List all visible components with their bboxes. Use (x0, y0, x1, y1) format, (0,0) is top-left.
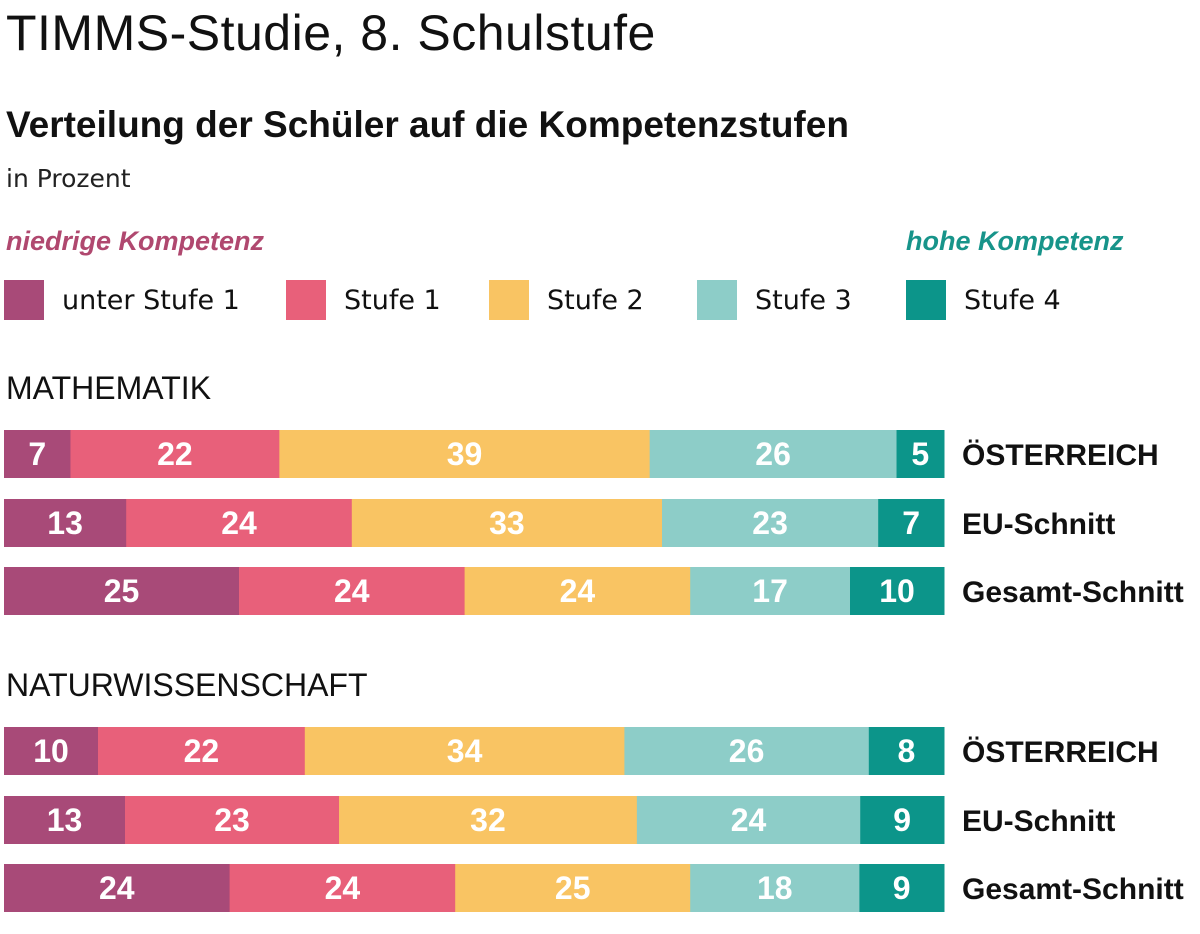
bar-segment (4, 727, 99, 775)
legend-label: Stufe 1 (344, 284, 441, 316)
data-label: 39 (447, 436, 483, 472)
data-label: 33 (489, 505, 525, 541)
bar-segment (4, 796, 126, 844)
bar-segment (4, 499, 127, 547)
data-label: 5 (911, 436, 929, 472)
data-label: 34 (447, 733, 483, 769)
bar-segment (636, 796, 861, 844)
category-label: Gesamt-Schnitt (962, 576, 1184, 609)
data-label: 24 (325, 870, 361, 906)
bar-segment (878, 499, 945, 547)
bar-segment (4, 430, 71, 478)
bar-segment (624, 727, 870, 775)
section-title-mathematik: MATHEMATIK (6, 370, 212, 406)
data-label: 9 (893, 802, 911, 838)
unit-label: in Prozent (6, 164, 131, 193)
data-label: 24 (334, 573, 370, 609)
page-title: TIMMS-Studie, 8. Schulstufe (6, 5, 656, 61)
data-label: 17 (752, 573, 788, 609)
data-label: 26 (729, 733, 765, 769)
legend-label: Stufe 2 (547, 284, 644, 316)
data-label: 13 (47, 802, 83, 838)
bar-segment (690, 567, 851, 615)
legend-label: unter Stufe 1 (62, 284, 240, 316)
legend-item-stufe-4: Stufe 4 (906, 280, 1061, 320)
legend-swatch (489, 280, 529, 320)
legend-swatch (4, 280, 44, 320)
bar-segment (279, 430, 651, 478)
data-label: 22 (184, 733, 220, 769)
data-label: 24 (99, 870, 135, 906)
category-label: ÖSTERREICH (962, 736, 1159, 769)
data-label: 10 (879, 573, 915, 609)
chart-subtitle: Verteilung der Schüler auf die Kompetenz… (6, 104, 849, 145)
bar-segment (98, 727, 306, 775)
data-label: 7 (28, 436, 46, 472)
legend-item-stufe-1: Stufe 1 (286, 280, 441, 320)
data-label: 9 (893, 870, 911, 906)
bar-segment (859, 864, 945, 912)
bar-segment (70, 430, 280, 478)
category-label: Gesamt-Schnitt (962, 873, 1184, 906)
section-title-naturwissenschaft: NATURWISSENSCHAFT (6, 667, 368, 703)
data-label: 24 (731, 802, 767, 838)
data-label: 24 (221, 505, 257, 541)
bar-segment (455, 864, 691, 912)
bar-segment (126, 499, 353, 547)
data-label: 23 (752, 505, 788, 541)
data-label: 7 (902, 505, 920, 541)
bar-segment (4, 864, 231, 912)
legend-item-stufe-2: Stufe 2 (489, 280, 644, 320)
bar-segment (690, 864, 860, 912)
bar-segment (351, 499, 663, 547)
data-label: 8 (898, 733, 916, 769)
legend-swatch (286, 280, 326, 320)
legend-low-competence-label: niedrige Kompetenz (6, 226, 265, 256)
bar-segment (339, 796, 638, 844)
data-label: 13 (47, 505, 83, 541)
data-label: 32 (470, 802, 506, 838)
legend-label: Stufe 3 (755, 284, 852, 316)
legend-item-unter-stufe-1: unter Stufe 1 (4, 280, 240, 320)
category-label: EU-Schnitt (962, 508, 1115, 541)
data-label: 26 (755, 436, 791, 472)
category-label: EU-Schnitt (962, 805, 1115, 838)
data-label: 25 (555, 870, 591, 906)
legend-label: Stufe 4 (964, 284, 1061, 316)
data-label: 23 (214, 802, 250, 838)
data-label: 25 (104, 573, 140, 609)
legend-swatch (906, 280, 946, 320)
bar-segment (868, 727, 945, 775)
bar-segment (662, 499, 879, 547)
bar-segment (239, 567, 466, 615)
bar-segment (860, 796, 945, 844)
category-label: ÖSTERREICH (962, 439, 1159, 472)
data-label: 24 (560, 573, 596, 609)
bar-segment (304, 727, 625, 775)
bar-segment (464, 567, 691, 615)
data-label: 22 (157, 436, 193, 472)
legend-high-competence-label: hohe Kompetenz (906, 226, 1124, 256)
bar-segment (896, 430, 945, 478)
data-label: 18 (757, 870, 793, 906)
data-label: 10 (33, 733, 69, 769)
legend-swatch (697, 280, 737, 320)
bar-segment (850, 567, 945, 615)
bar-segment (4, 567, 240, 615)
bar-segment (229, 864, 456, 912)
bar-segment (124, 796, 340, 844)
bar-segment (649, 430, 898, 478)
legend-item-stufe-3: Stufe 3 (697, 280, 852, 320)
